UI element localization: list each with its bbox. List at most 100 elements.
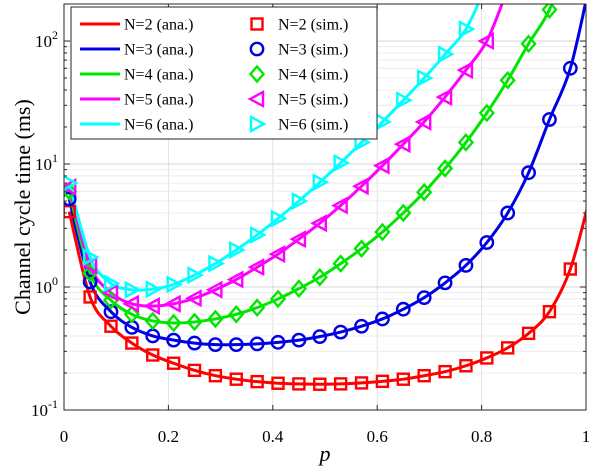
legend-label: N=6 (sim.) <box>278 117 348 134</box>
x-tick-label: 0.8 <box>471 427 492 446</box>
sim-marker-n2 <box>271 376 285 390</box>
x-tick-label: 0.4 <box>262 427 284 446</box>
legend-box <box>70 6 378 140</box>
sim-marker-n6 <box>437 45 455 64</box>
sim-marker-n5 <box>289 230 307 249</box>
y-tick-label: 10-1 <box>31 397 58 420</box>
sim-marker-n2 <box>542 304 557 319</box>
x-tick-label: 0 <box>60 427 69 446</box>
sim-marker-n4 <box>541 4 558 19</box>
y-tick-label: 101 <box>35 151 58 174</box>
sim-marker-n4 <box>416 182 433 202</box>
sim-marker-n2 <box>125 336 139 350</box>
sim-marker-n4 <box>332 254 349 273</box>
sim-marker-n2 <box>313 377 327 391</box>
sim-marker-n3 <box>354 318 369 334</box>
sim-marker-n4 <box>249 298 266 317</box>
sim-marker-n5 <box>372 156 390 175</box>
sim-marker-n2 <box>229 372 243 386</box>
sim-marker-n5 <box>414 112 432 131</box>
sim-marker-n3 <box>228 337 244 353</box>
legend-label: N=2 (ana.) <box>124 17 193 34</box>
legend-marker-n2 <box>250 17 264 31</box>
sim-marker-n2 <box>292 377 306 391</box>
sim-marker-n3 <box>437 275 453 291</box>
y-tick-label: 100 <box>35 274 58 297</box>
sim-marker-n5 <box>247 258 265 277</box>
legend-marker-n6 <box>249 114 267 134</box>
sim-marker-n2 <box>521 326 536 341</box>
sim-marker-n3 <box>249 336 265 352</box>
y-tick-base: 10 <box>35 32 52 51</box>
sim-marker-n6 <box>416 69 434 88</box>
sim-marker-n5 <box>143 297 160 316</box>
sim-marker-n2 <box>354 376 369 390</box>
sim-marker-n2 <box>83 290 97 304</box>
legend-marker-n5 <box>247 89 265 109</box>
sim-marker-n6 <box>145 280 163 299</box>
sim-marker-n2 <box>166 356 181 370</box>
y-tick-exponent: -1 <box>48 397 58 411</box>
y-tick-exponent: 2 <box>52 28 58 42</box>
y-tick-label: 102 <box>35 28 58 51</box>
sim-marker-n3 <box>479 235 495 250</box>
sim-marker-n6 <box>229 240 246 259</box>
sim-marker-n5 <box>331 196 348 215</box>
sim-marker-n5 <box>456 61 474 80</box>
sim-marker-n3 <box>64 191 77 207</box>
sim-marker-n6 <box>82 248 100 267</box>
sim-marker-n4 <box>123 304 140 324</box>
sim-marker-n3 <box>312 329 328 345</box>
sim-marker-n2 <box>501 341 515 355</box>
sim-marker-n6 <box>187 266 205 285</box>
sim-marker-n3 <box>521 165 536 181</box>
legend-label: N=5 (sim.) <box>278 92 348 109</box>
sim-marker-n6 <box>64 175 79 192</box>
legend-label: N=4 (sim.) <box>278 67 348 84</box>
sim-marker-n4 <box>457 133 475 152</box>
sim-marker-n6 <box>312 173 330 192</box>
sim-marker-n6 <box>270 209 288 228</box>
sim-marker-n4 <box>374 222 391 242</box>
sim-marker-n3 <box>333 324 349 340</box>
y-tick-exponent: 1 <box>52 151 58 165</box>
sim-marker-n3 <box>187 335 202 351</box>
x-tick-label: 1 <box>582 427 591 446</box>
analytical-curve-n4 <box>67 4 554 325</box>
sim-marker-n5 <box>184 289 202 308</box>
sim-marker-n4 <box>207 309 224 329</box>
sim-marker-n5 <box>64 178 77 197</box>
simulation-markers <box>64 4 578 391</box>
legend-marker-n4 <box>248 64 266 84</box>
x-axis-label: p <box>318 441 331 466</box>
sim-marker-n3 <box>82 274 98 290</box>
sim-marker-n2 <box>438 364 452 379</box>
sim-marker-n6 <box>166 275 184 294</box>
sim-marker-n6 <box>458 20 476 39</box>
sim-marker-n5 <box>164 294 181 313</box>
legend-label: N=3 (sim.) <box>278 42 348 59</box>
sim-marker-n2 <box>250 374 264 389</box>
sim-marker-n5 <box>122 294 140 313</box>
sim-marker-n4 <box>290 279 307 298</box>
sim-marker-n4 <box>269 289 287 309</box>
sim-marker-n2 <box>459 359 473 373</box>
sim-marker-n5 <box>352 177 369 196</box>
sim-marker-n3 <box>291 332 307 348</box>
y-tick-base: 10 <box>35 155 52 174</box>
y-tick-base: 10 <box>31 401 48 420</box>
sim-marker-n2 <box>333 377 348 391</box>
sim-marker-n2 <box>375 374 390 389</box>
sim-marker-n4 <box>520 34 537 54</box>
x-tick-label: 0.6 <box>367 427 388 446</box>
sim-marker-n2 <box>187 363 202 378</box>
sim-marker-n6 <box>249 225 267 244</box>
analytical-curve-n3 <box>67 4 586 347</box>
sim-marker-n6 <box>103 274 121 293</box>
sim-marker-n5 <box>226 270 244 289</box>
x-tick-label: 0.2 <box>158 427 179 446</box>
sim-marker-n4 <box>228 304 245 324</box>
sim-marker-n5 <box>101 283 119 302</box>
